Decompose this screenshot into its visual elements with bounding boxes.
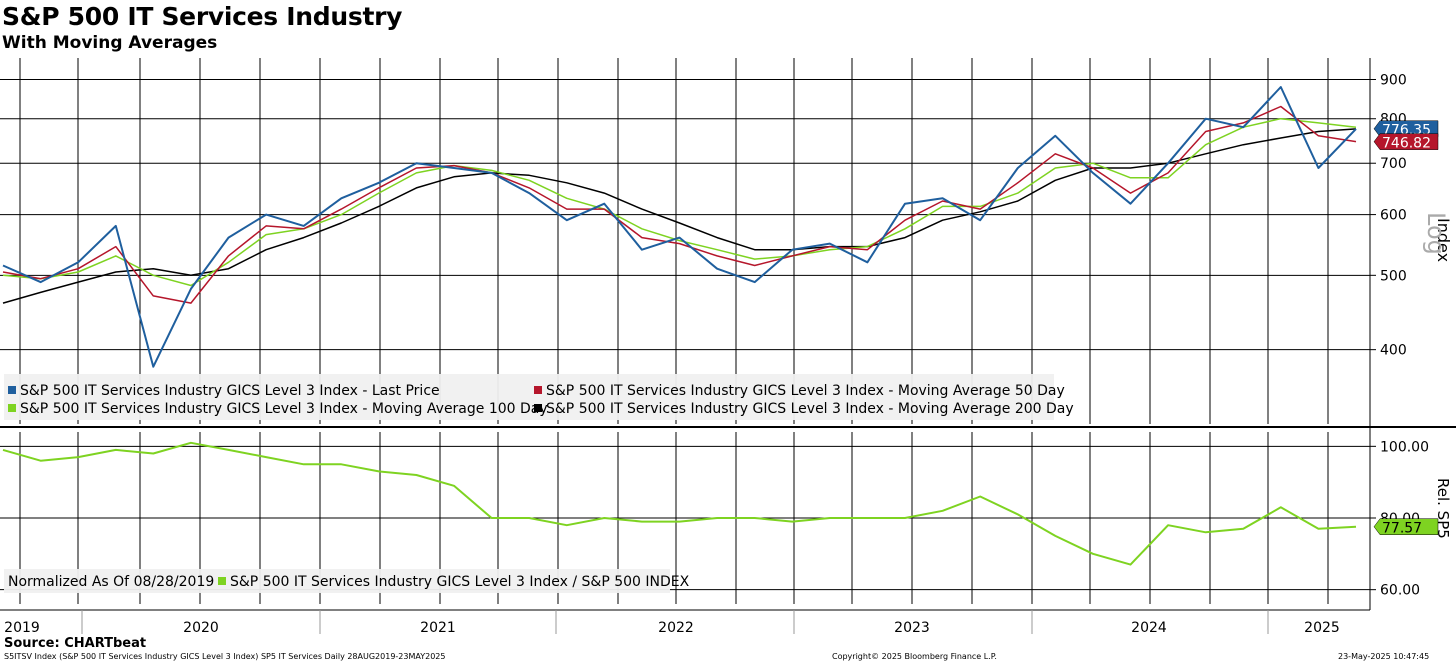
price-axis-title: Index: [1434, 218, 1453, 262]
ma50-value-tag: 746.82: [1382, 136, 1431, 152]
ma50-line: [2, 105, 1357, 304]
log-scale-note: Log: [1422, 212, 1450, 255]
x-tick-label: 2022: [658, 620, 694, 636]
x-tick-label: 2019: [4, 620, 40, 636]
relative-ratio-line: [2, 441, 1357, 566]
ma200-line: [2, 128, 1357, 304]
ma100-line: [2, 117, 1357, 287]
relative-value-tag: 77.57: [1382, 521, 1422, 537]
y-tick-label: 900: [1380, 73, 1407, 89]
ma50-value-tag-bg: [1373, 133, 1439, 150]
legend-swatch: [534, 386, 542, 394]
price-legend-box: [4, 374, 1054, 420]
relative-axis-title: Rel. SP5: [1434, 478, 1452, 539]
y-tick-label: 60.00: [1380, 583, 1420, 599]
legend-label: S&P 500 IT Services Industry GICS Level …: [20, 383, 440, 399]
chart-title: S&P 500 IT Services Industry: [2, 2, 403, 31]
y-tick-label: 700: [1380, 156, 1407, 172]
relative-legend-box: [4, 569, 670, 593]
legend-swatch: [8, 404, 16, 412]
footer-timestamp: 23-May-2025 10:47:45: [1338, 652, 1430, 661]
source-label: Source: CHARTbeat: [4, 636, 147, 651]
legend-label: S&P 500 IT Services Industry GICS Level …: [230, 574, 690, 590]
y-tick-label: 500: [1380, 268, 1407, 284]
legend-label: S&P 500 IT Services Industry GICS Level …: [546, 401, 1074, 417]
x-tick-label: 2021: [420, 620, 456, 636]
last-price-line: [2, 86, 1357, 368]
x-tick-label: 2020: [183, 620, 219, 636]
y-tick-label: 400: [1380, 343, 1407, 359]
x-tick-label: 2024: [1131, 620, 1167, 636]
relative-value-tag-bg: [1373, 518, 1439, 535]
x-tick-label: 2025: [1304, 620, 1340, 636]
legend-swatch: [218, 577, 226, 585]
legend-swatch: [8, 386, 16, 394]
footer-index-description: S5ITSV Index (S&P 500 IT Services Indust…: [4, 652, 446, 661]
footer-copyright: Copyright© 2025 Bloomberg Finance L.P.: [832, 652, 997, 661]
x-tick-label: 2023: [894, 620, 930, 636]
legend-label: S&P 500 IT Services Industry GICS Level …: [20, 401, 548, 417]
legend-label: S&P 500 IT Services Industry GICS Level …: [546, 383, 1065, 399]
chart-subtitle: With Moving Averages: [2, 33, 218, 53]
normalized-note: Normalized As Of 08/28/2019: [8, 574, 214, 590]
legend-swatch: [534, 404, 542, 412]
y-tick-label: 600: [1380, 208, 1407, 224]
y-tick-label: 100.00: [1380, 439, 1429, 455]
